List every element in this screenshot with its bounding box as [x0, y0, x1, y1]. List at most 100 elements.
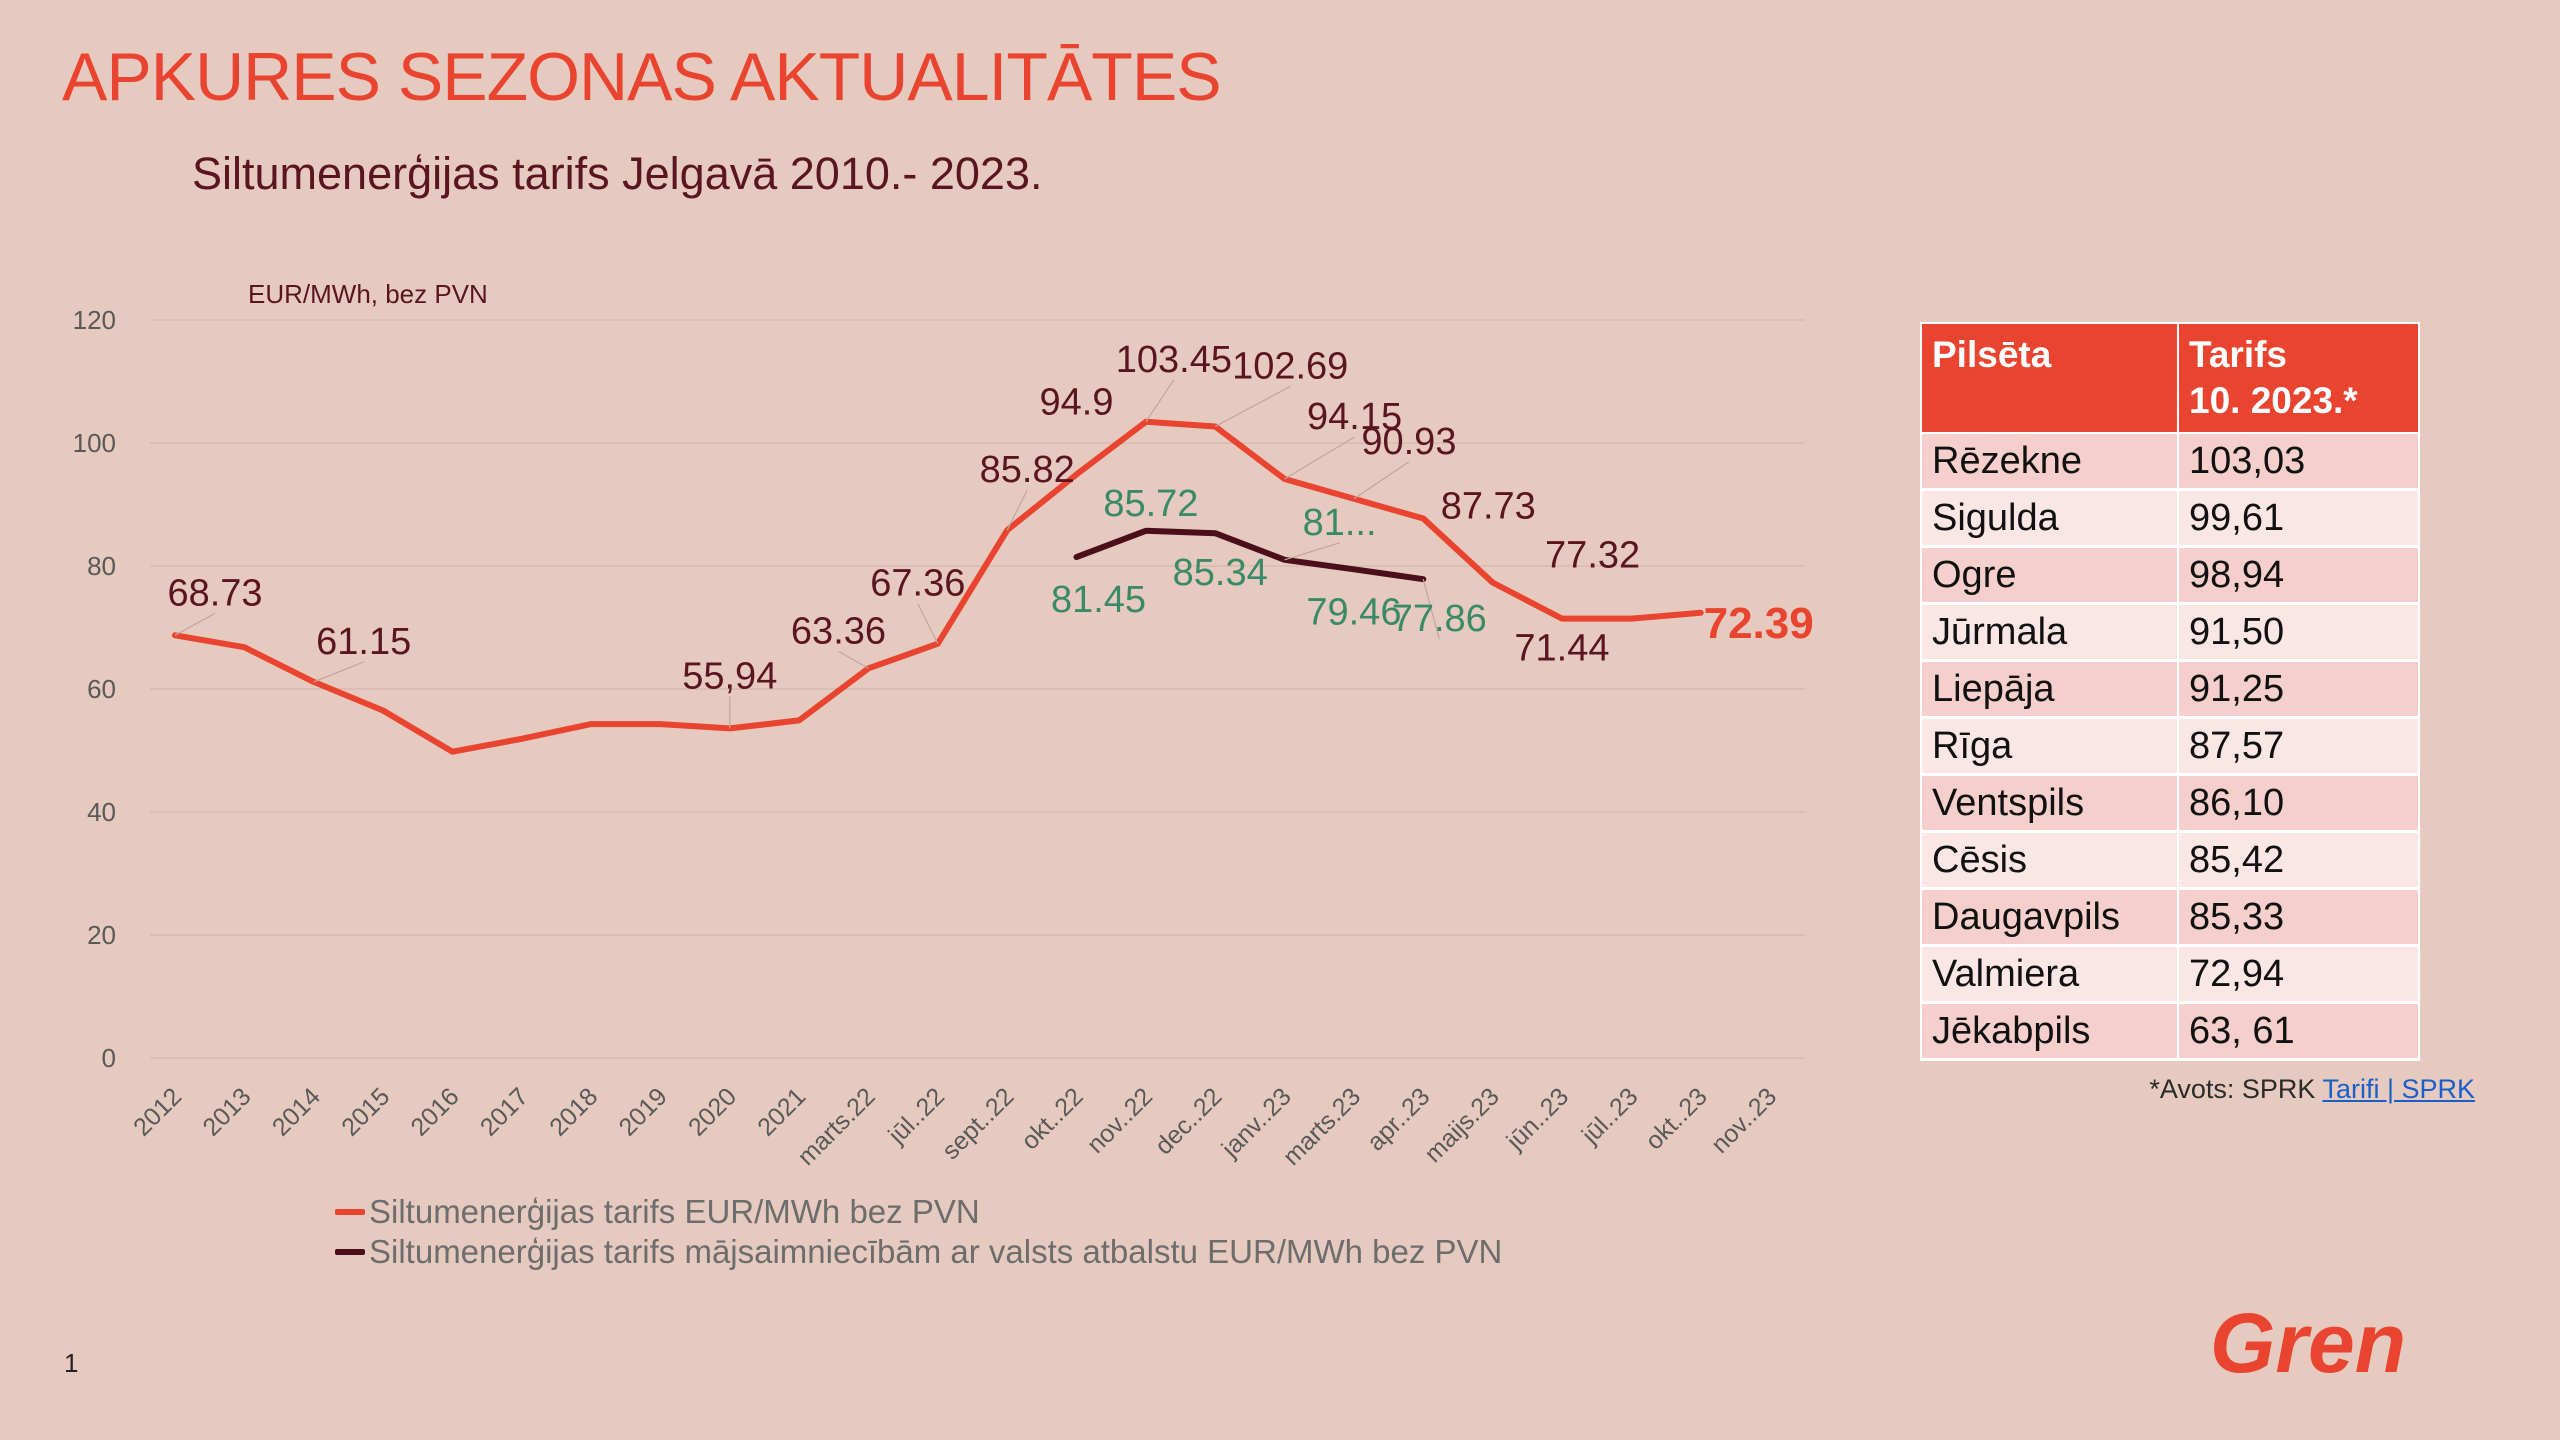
x-tick-label: jūn..23	[1501, 1082, 1575, 1156]
data-label: 81...	[1303, 502, 1377, 544]
data-label: 85.82	[980, 449, 1075, 491]
table-row: Rēzekne 103,03	[1920, 433, 2420, 491]
cell-tariff: 63, 61	[2177, 1002, 2420, 1061]
x-tick-label: 2019	[614, 1082, 673, 1141]
source-link[interactable]: Tarifi | SPRK	[2322, 1074, 2475, 1104]
x-tick-label: 2012	[128, 1082, 187, 1141]
data-label: 94.9	[1040, 381, 1114, 423]
x-tick-label: marts.23	[1278, 1082, 1367, 1171]
x-tick-label: jūl..23	[1576, 1082, 1644, 1150]
cell-tariff: 91,50	[2177, 603, 2420, 662]
x-tick-label: 2015	[336, 1082, 395, 1141]
table-body: Rēzekne 103,03 Sigulda 99,61 Ogre 98,94 Jūrmal…	[1920, 433, 2420, 1061]
legend-label: Siltumenerģijas tarifs mājsaimniecībām a…	[369, 1233, 1503, 1270]
data-label: 61.15	[316, 621, 411, 663]
data-label: 71.44	[1514, 628, 1609, 670]
series-line-2	[1073, 527, 1427, 583]
y-tick-label: 100	[73, 428, 116, 458]
legend-swatch-red	[335, 1209, 365, 1215]
cell-tariff: 72,94	[2177, 945, 2420, 1004]
x-tick-label: jūl..22	[882, 1082, 950, 1150]
label-leader	[1214, 385, 1291, 427]
city-tariff-table: Pilsēta Tarifs 10. 2023.* Rēzekne 103,03 Si…	[1920, 322, 2420, 1061]
data-label: 85.34	[1173, 552, 1268, 594]
data-label: 79.46	[1306, 591, 1401, 633]
data-label: 102.69	[1232, 345, 1348, 387]
cell-city: Jēkabpils	[1920, 1002, 2179, 1061]
cell-tariff: 86,10	[2177, 774, 2420, 833]
x-tick-label: 2018	[544, 1082, 603, 1141]
table-row: Cēsis 85,42	[1920, 831, 2420, 890]
table-header-row: Pilsēta Tarifs 10. 2023.*	[1920, 322, 2420, 434]
data-label: 90.93	[1361, 421, 1456, 463]
table-row: Liepāja 91,25	[1920, 660, 2420, 719]
header-city: Pilsēta	[1920, 322, 2179, 434]
x-tick-label: sept..22	[937, 1082, 1020, 1165]
cell-tariff: 85,42	[2177, 831, 2420, 890]
source-note: *Avots: SPRK Tarifi | SPRK	[2149, 1074, 2475, 1105]
logo-text: Gren	[2210, 1300, 2406, 1390]
cell-tariff: 103,03	[2177, 433, 2420, 491]
data-label: 68.73	[167, 572, 262, 614]
cell-city: Rīga	[1920, 717, 2179, 776]
slide-title: APKURES SEZONAS AKTUALITĀTES	[62, 39, 1222, 115]
table-row: Valmiera 72,94	[1920, 945, 2420, 1004]
cell-city: Ventspils	[1920, 774, 2179, 833]
data-label: 72.39	[1704, 599, 1814, 648]
data-label: 94.15	[1307, 396, 1402, 438]
data-label: 85.72	[1103, 483, 1198, 525]
x-tick-label: okt..22	[1016, 1082, 1089, 1155]
legend-item-supported-tariff: Siltumenerģijas tarifs mājsaimniecībām a…	[335, 1232, 1502, 1272]
label-leader	[1284, 542, 1340, 561]
cell-city: Rēzekne	[1920, 433, 2179, 491]
cell-city: Liepāja	[1920, 660, 2179, 719]
label-leader	[1006, 489, 1028, 531]
x-tick-label: nov..23	[1706, 1082, 1782, 1158]
table-row: Sigulda 99,61	[1920, 489, 2420, 548]
cell-tariff: 85,33	[2177, 888, 2420, 947]
data-label: 77.86	[1392, 598, 1487, 640]
x-tick-label: okt..23	[1640, 1082, 1713, 1155]
label-leader	[1145, 379, 1175, 423]
table-row: Ogre 98,94	[1920, 546, 2420, 605]
label-leader	[917, 603, 939, 645]
y-tick-label: 60	[87, 674, 116, 704]
data-label: 63.36	[791, 610, 886, 652]
cell-city: Sigulda	[1920, 489, 2179, 548]
x-tick-label: 2017	[475, 1082, 534, 1141]
data-label: 81.45	[1051, 579, 1146, 621]
cell-city: Jūrmala	[1920, 603, 2179, 662]
cell-tariff: 87,57	[2177, 717, 2420, 776]
table-row: Jūrmala 91,50	[1920, 603, 2420, 662]
legend-item-tariff: Siltumenerģijas tarifs EUR/MWh bez PVN	[335, 1192, 1502, 1232]
y-tick-label: 20	[87, 920, 116, 950]
page-number: 1	[64, 1348, 79, 1378]
y-tick-label: 80	[87, 551, 116, 581]
x-tick-label: 2016	[406, 1082, 465, 1141]
data-label: 55,94	[682, 655, 777, 697]
y-tick-label: 120	[73, 305, 116, 335]
x-tick-label: dec..22	[1150, 1082, 1228, 1160]
x-tick-label: 2013	[197, 1082, 256, 1141]
header-tariff: Tarifs 10. 2023.*	[2177, 322, 2420, 434]
cell-city: Daugavpils	[1920, 888, 2179, 947]
table-row: Ventspils 86,10	[1920, 774, 2420, 833]
cell-tariff: 98,94	[2177, 546, 2420, 605]
data-label: 103.45	[1116, 339, 1232, 381]
x-tick-label: 2014	[267, 1082, 326, 1141]
gren-logo: Gren	[2210, 1296, 2470, 1395]
x-tick-label: maijs.23	[1419, 1082, 1505, 1168]
chart-legend: Siltumenerģijas tarifs EUR/MWh bez PVN S…	[335, 1192, 1502, 1272]
x-tick-label: 2021	[752, 1082, 811, 1141]
cell-city: Valmiera	[1920, 945, 2179, 1004]
cell-tariff: 91,25	[2177, 660, 2420, 719]
data-label: 67.36	[870, 563, 965, 605]
data-label: 87.73	[1441, 485, 1536, 527]
table-row: Daugavpils 85,33	[1920, 888, 2420, 947]
y-tick-label: 40	[87, 797, 116, 827]
label-leader	[838, 650, 869, 669]
label-leader	[174, 612, 216, 636]
data-label: 77.32	[1545, 534, 1640, 576]
